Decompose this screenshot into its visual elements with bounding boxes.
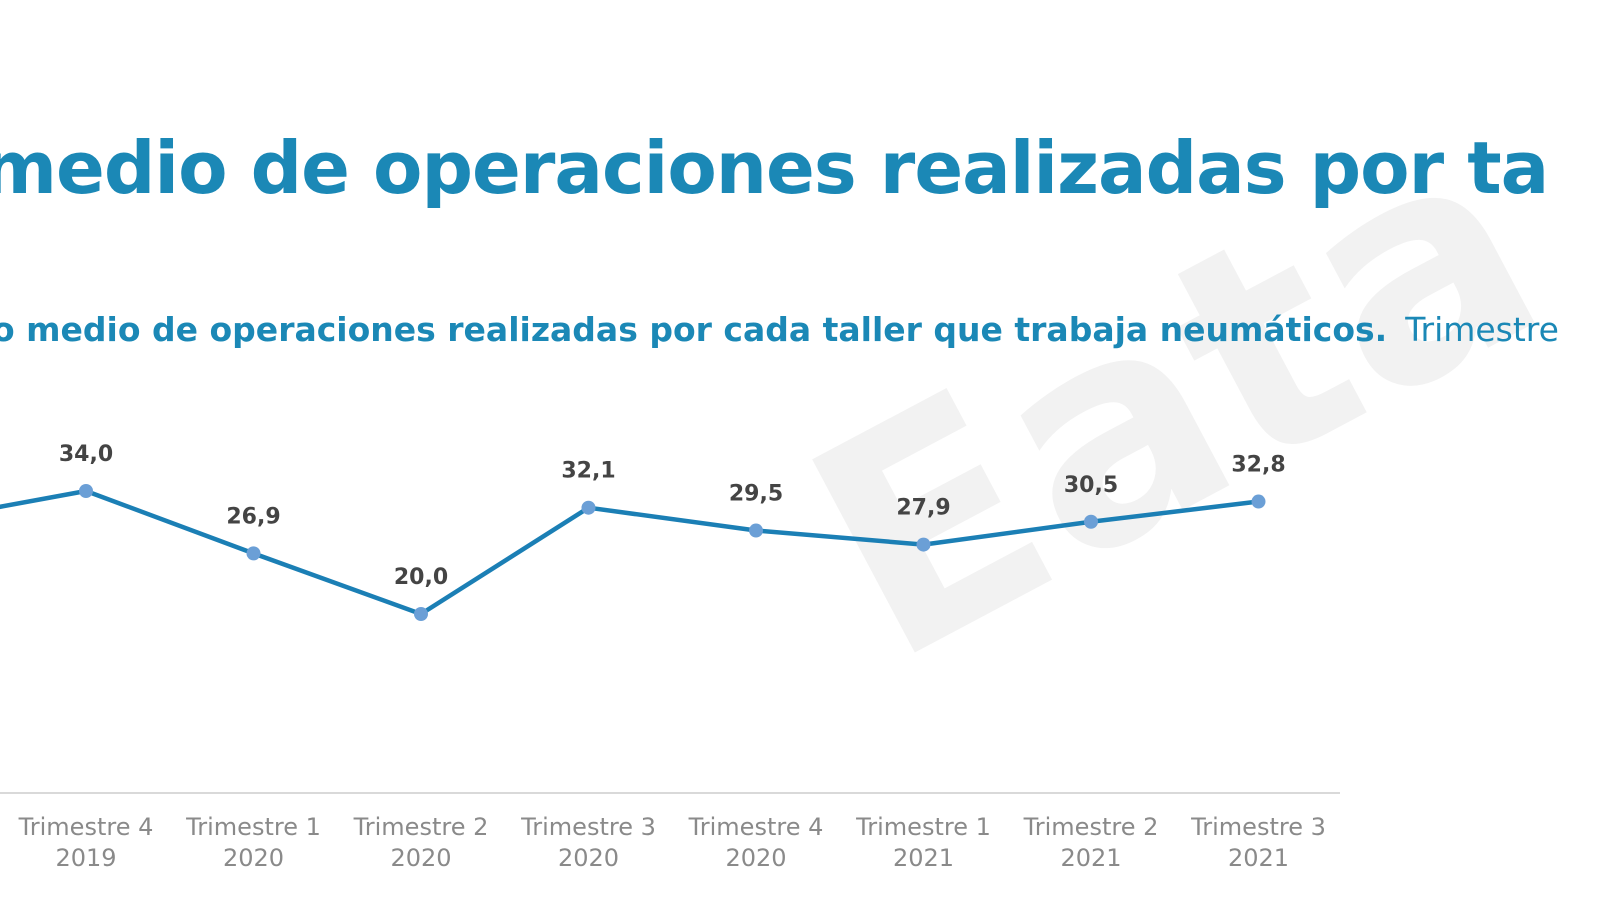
data-label: 32,1	[561, 459, 615, 484]
chart-title: medio de operaciones realizadas por ta	[0, 126, 1549, 210]
x-tick-label: Trimestre 3	[520, 813, 656, 841]
data-point[interactable]	[246, 546, 261, 561]
subtitle-row: o medio de operaciones realizadas por ca…	[0, 310, 1559, 349]
data-point[interactable]	[1251, 494, 1266, 509]
data-point[interactable]	[916, 537, 931, 552]
data-label: 27,9	[896, 496, 950, 521]
chart-subtitle-period: Trimestre	[1405, 310, 1559, 349]
data-label: 30,5	[1064, 473, 1118, 498]
x-tick-label: Trimestre 3	[1190, 813, 1326, 841]
x-tick-label: 2020	[558, 844, 619, 872]
data-labels-group: 34,0 26,9 20,0 32,1 29,5 27,9 30,5 32,8	[59, 442, 1286, 590]
data-label: 29,5	[729, 482, 783, 507]
series-group	[0, 484, 1266, 621]
x-tick-label: 2021	[893, 844, 954, 872]
x-tick-label: Trimestre 2	[353, 813, 489, 841]
chart-subtitle: o medio de operaciones realizadas por ca…	[0, 310, 1388, 349]
x-tick-label: 2021	[1228, 844, 1289, 872]
series-line	[0, 488, 1259, 617]
data-label: 32,8	[1231, 453, 1285, 478]
x-tick-label: Trimestre 4	[688, 813, 824, 841]
data-point[interactable]	[414, 607, 428, 621]
x-tick-label: Trimestre 2	[1023, 813, 1159, 841]
x-tick-labels-group: Trimestre 4 2019 Trimestre 1 2020 Trimestre …	[18, 813, 1326, 872]
x-tick-label: 2020	[725, 844, 786, 872]
data-point[interactable]	[1084, 514, 1098, 529]
x-tick-label: 2020	[390, 844, 451, 872]
x-tick-label: Trimestre 1	[855, 813, 991, 841]
data-label: 20,0	[394, 565, 448, 590]
data-label: 26,9	[226, 504, 280, 529]
x-tick-label: 2019	[55, 844, 116, 872]
data-label: 34,0	[59, 442, 113, 467]
data-point[interactable]	[79, 484, 93, 498]
data-point[interactable]	[581, 500, 596, 515]
x-tick-label: 2020	[223, 844, 284, 872]
x-tick-label: 2021	[1060, 844, 1121, 872]
x-tick-label: Trimestre 4	[18, 813, 154, 841]
data-point[interactable]	[749, 523, 763, 538]
x-tick-label: Trimestre 1	[185, 813, 321, 841]
